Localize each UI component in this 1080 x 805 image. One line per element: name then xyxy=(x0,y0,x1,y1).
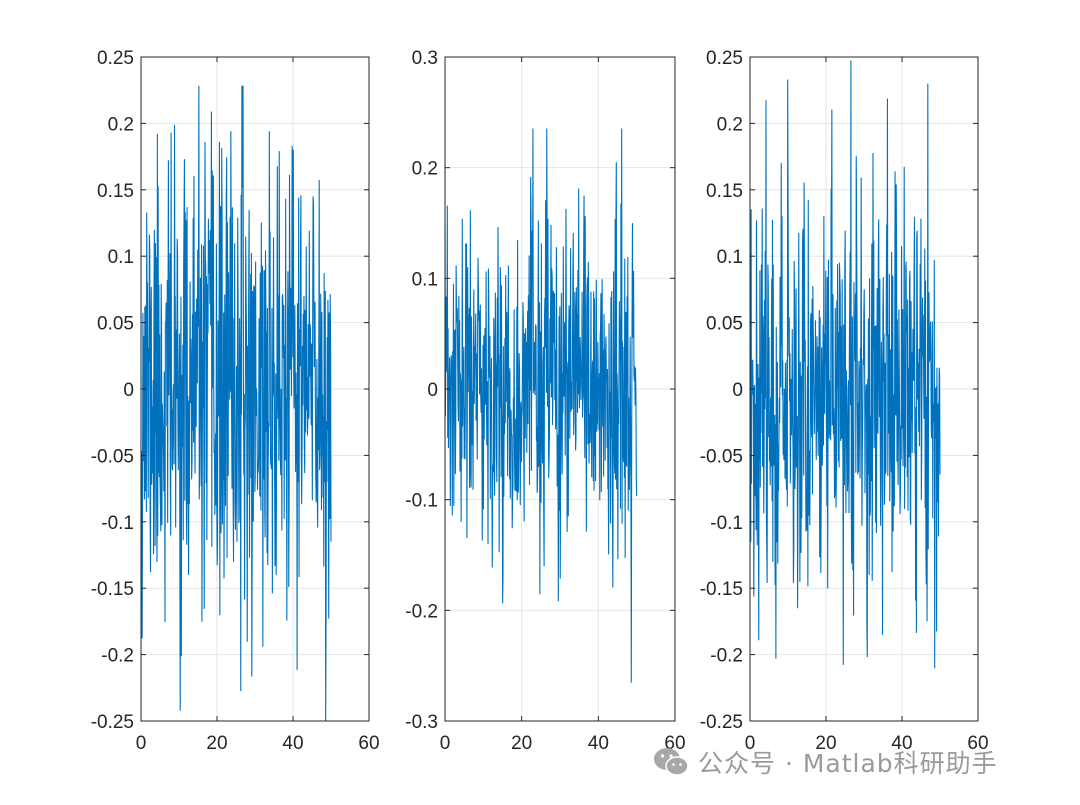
y-tick-label: 0.05 xyxy=(706,314,743,335)
y-tick-label: 0.1 xyxy=(108,247,134,268)
x-tick-label: 20 xyxy=(815,733,836,754)
y-tick-label: 0.25 xyxy=(706,48,743,69)
y-tick-label: 0 xyxy=(732,380,743,401)
subplot-3: 0 20 40 60 -0.25 -0.2 -0.15 -0.1 -0.05 0 0.05 0.1 0.… xyxy=(700,48,989,754)
y-tick-label: 0.15 xyxy=(97,181,134,202)
y-tick-label: 0.1 xyxy=(717,247,743,268)
series-line xyxy=(444,128,638,683)
y-tick-label: 0 xyxy=(427,380,438,401)
x-tick-label: 0 xyxy=(745,733,756,754)
y-tick-label: -0.2 xyxy=(405,601,438,622)
y-tick-label: -0.1 xyxy=(710,513,743,534)
subplot-2: 0 20 40 60-0.3-0.2-0.100.10.20.3 xyxy=(405,48,685,754)
y-tick-label: 0.15 xyxy=(706,181,743,202)
y-tick-label: -0.25 xyxy=(91,712,134,733)
x-tick-label: 60 xyxy=(967,733,988,754)
y-tick-label: 0.1 xyxy=(412,269,438,290)
series-line xyxy=(749,60,941,669)
y-tick-label: 0.3 xyxy=(412,48,438,69)
y-tick-label: -0.3 xyxy=(405,712,438,733)
y-tick-label: 0.2 xyxy=(412,159,438,180)
y-tick-label: 0.2 xyxy=(108,114,134,135)
y-tick-label: -0.25 xyxy=(700,712,743,733)
y-tick-label: -0.2 xyxy=(101,646,134,667)
x-tick-label: 20 xyxy=(206,733,227,754)
x-tick-label: 20 xyxy=(511,733,532,754)
series-line xyxy=(140,85,332,722)
subplot-1: 0 20 40 60 -0.25 -0.2 -0.15 -0.1 -0.05 0 0.05 0.1 0.… xyxy=(91,48,380,754)
y-tick-label: -0.1 xyxy=(101,513,134,534)
y-tick-label: 0 xyxy=(123,380,134,401)
x-tick-label: 40 xyxy=(588,733,609,754)
watermark-text: 公众号 · Matlab科研助手 xyxy=(698,749,998,778)
y-tick-label: -0.05 xyxy=(91,446,134,467)
watermark: 公众号 · Matlab科研助手 xyxy=(652,742,998,782)
y-tick-label: 0.05 xyxy=(97,314,134,335)
y-tick-label: -0.2 xyxy=(710,646,743,667)
x-tick-label: 40 xyxy=(282,733,303,754)
y-tick-label: -0.15 xyxy=(91,579,134,600)
x-tick-label: 0 xyxy=(440,733,451,754)
x-tick-label: 60 xyxy=(358,733,379,754)
x-tick-label: 0 xyxy=(136,733,147,754)
y-tick-label: 0.2 xyxy=(717,114,743,135)
y-tick-label: 0.25 xyxy=(97,48,134,69)
x-tick-label: 40 xyxy=(891,733,912,754)
y-tick-label: -0.15 xyxy=(700,579,743,600)
y-tick-label: -0.05 xyxy=(700,446,743,467)
y-tick-label: -0.1 xyxy=(405,491,438,512)
wechat-icon xyxy=(654,748,689,776)
